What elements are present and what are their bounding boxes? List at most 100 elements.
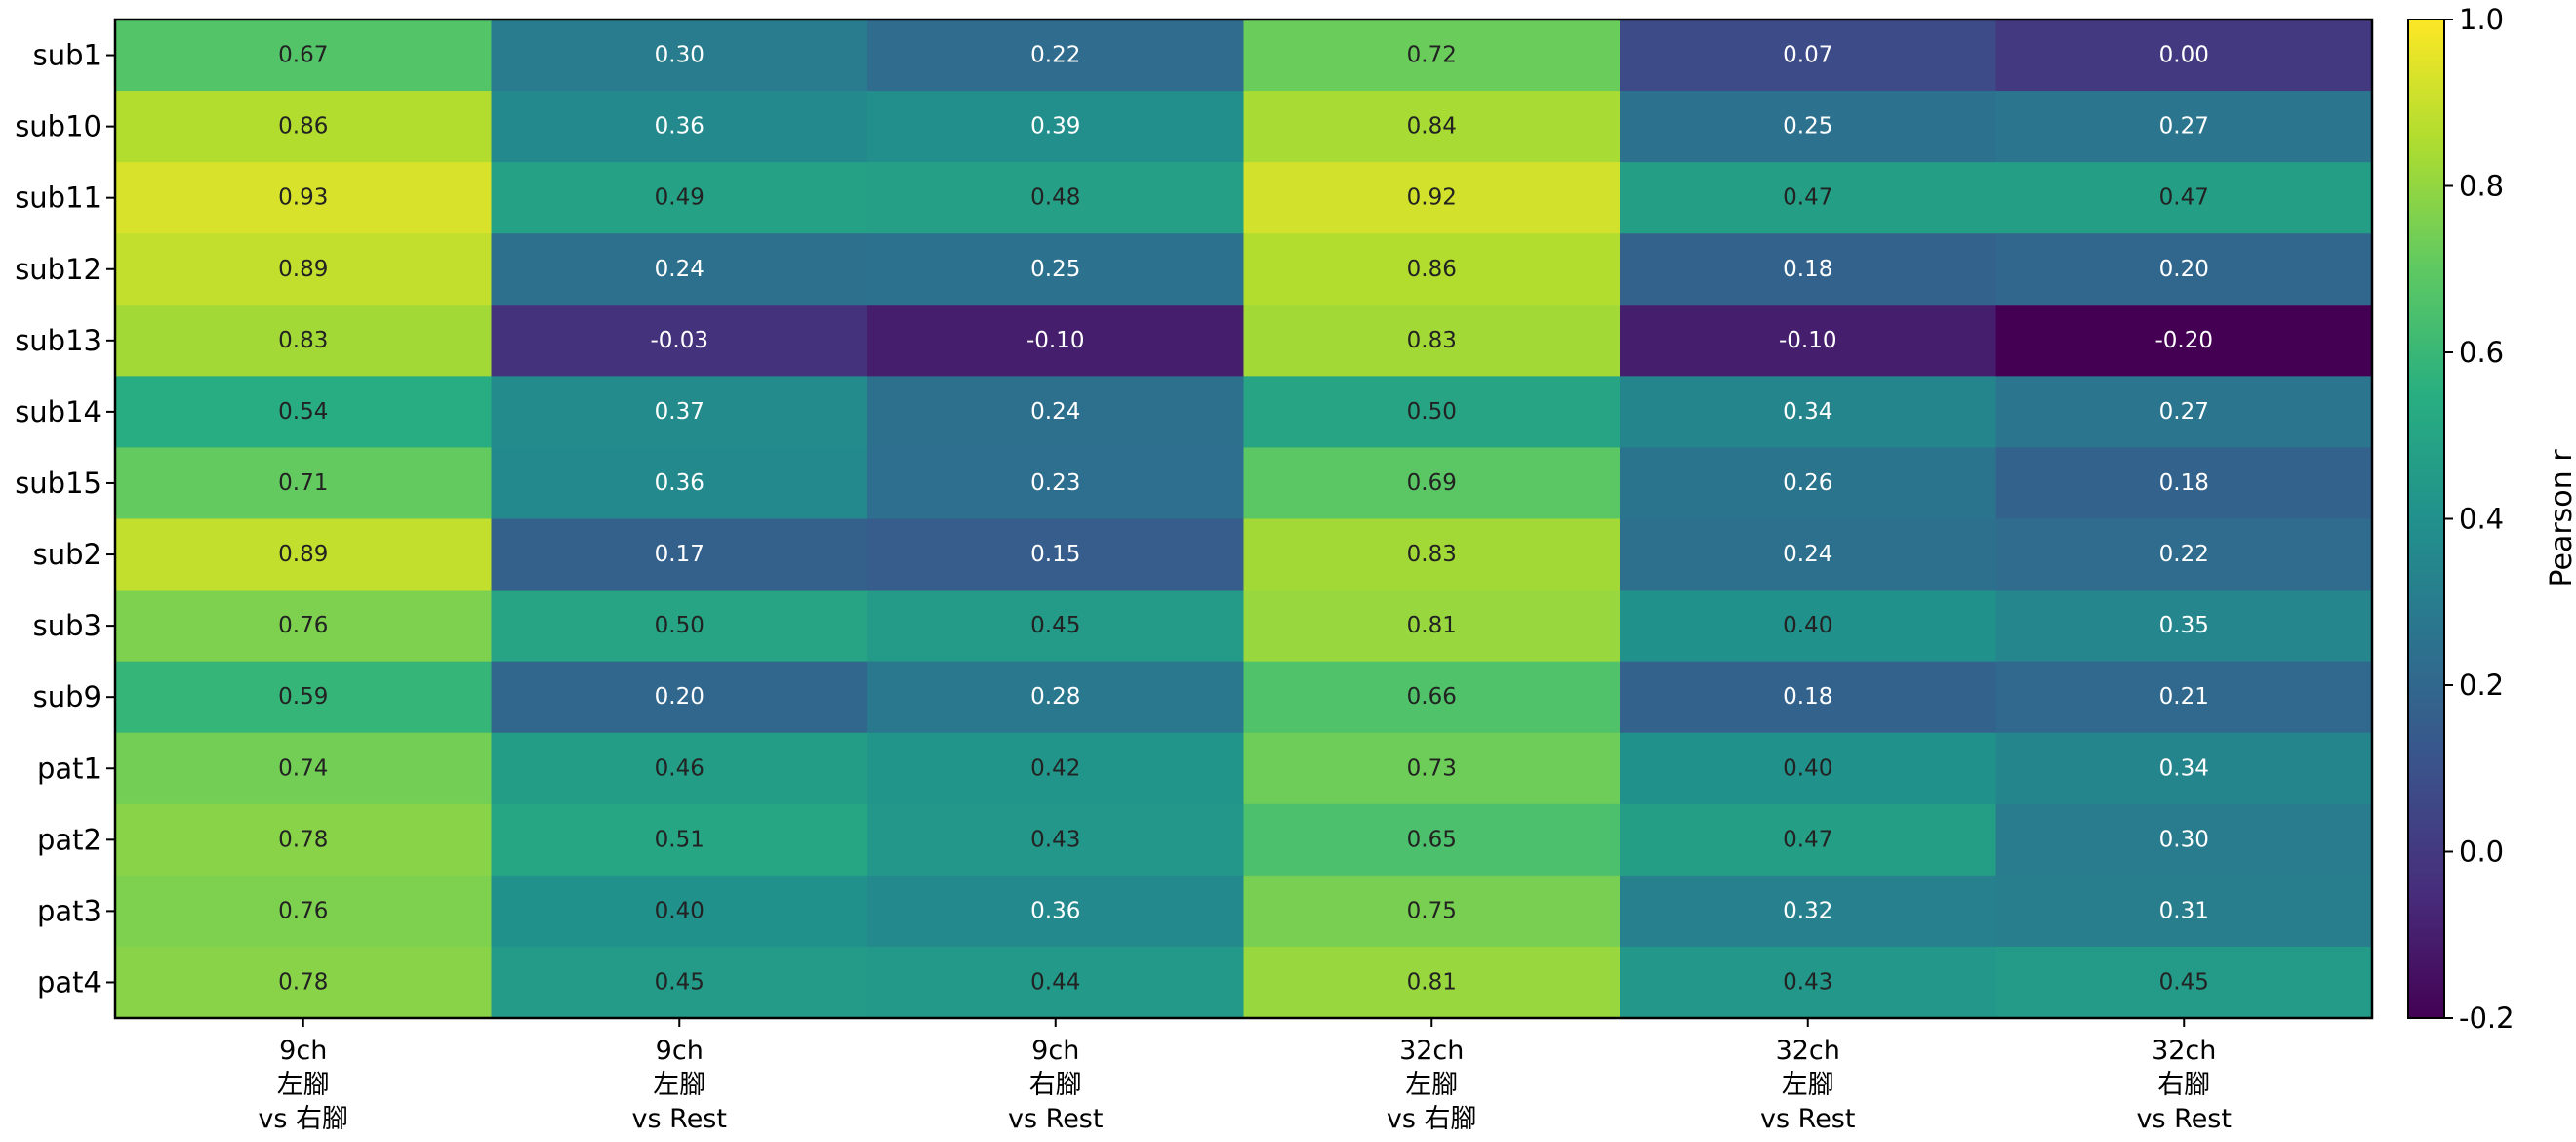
heatmap-cell	[1995, 590, 2373, 663]
column-label-line: vs 右腳	[258, 1104, 348, 1134]
heatmap-cell	[115, 518, 492, 591]
heatmap-cell	[115, 162, 492, 234]
column-label-line: vs Rest	[1008, 1104, 1103, 1134]
heatmap-cell	[1995, 20, 2373, 92]
column-label-line: 右腳	[1029, 1070, 1082, 1100]
heatmap-cell	[1995, 661, 2373, 734]
heatmap-cell	[1620, 590, 1996, 663]
heatmap-cell	[1620, 661, 1996, 734]
heatmap-cell	[491, 803, 868, 877]
cell-value-label: 0.45	[655, 969, 704, 995]
heatmap-cell	[115, 305, 492, 377]
colorbar-tick-label: 0.2	[2459, 669, 2504, 702]
cell-value-label: 0.73	[1407, 755, 1457, 781]
heatmap-cell	[115, 946, 492, 1019]
cell-value-label: 0.22	[1030, 43, 1080, 68]
cell-value-label: 0.24	[1783, 542, 1832, 567]
heatmap-cell	[115, 20, 492, 92]
heatmap-cell	[1620, 447, 1996, 519]
heatmap-cell	[867, 803, 1244, 877]
column-label-line: 9ch	[279, 1036, 327, 1066]
cell-value-label: 0.44	[1030, 969, 1080, 995]
cell-value-label: 0.81	[1407, 613, 1457, 638]
heatmap-cell	[1995, 162, 2373, 234]
heatmap-cell	[115, 732, 492, 805]
cell-value-label: 0.24	[655, 257, 704, 282]
heatmap-cell	[1995, 732, 2373, 805]
heatmap-cell	[1620, 305, 1996, 377]
heatmap-cell	[491, 946, 868, 1019]
heatmap-cell	[867, 91, 1244, 163]
heatmap-cell	[1243, 875, 1621, 948]
cell-value-label: 0.59	[278, 684, 328, 710]
heatmap-cell	[491, 590, 868, 663]
cell-value-label: 0.31	[2159, 898, 2209, 923]
heatmap-cell	[1243, 91, 1621, 163]
heatmap-cell	[1243, 447, 1621, 519]
cell-value-label: 0.07	[1783, 43, 1832, 68]
heatmap-cell	[1620, 20, 1996, 92]
heatmap-cell	[1620, 803, 1996, 877]
cell-value-label: 0.51	[655, 827, 704, 852]
heatmap-cell	[1243, 376, 1621, 448]
cell-value-label: 0.83	[1407, 328, 1457, 353]
cell-value-label: 0.40	[655, 898, 704, 923]
row-label: sub12	[15, 253, 101, 286]
colorbar-tick-label: 0.4	[2459, 503, 2504, 536]
plot-frame	[113, 18, 2374, 1020]
cell-value-label: 0.78	[278, 827, 328, 852]
heatmap-cell	[1995, 91, 2373, 163]
row-label: sub11	[15, 182, 101, 215]
heatmap-cell	[867, 590, 1244, 663]
cell-value-label: 0.27	[2159, 114, 2209, 140]
column-label-line: 9ch	[1031, 1036, 1079, 1066]
heatmap-cell	[491, 661, 868, 734]
heatmap-cell	[1243, 946, 1621, 1019]
cell-value-label: 0.21	[2159, 684, 2209, 710]
cell-value-label: 0.46	[655, 755, 704, 781]
cell-value-label: 0.75	[1407, 898, 1457, 923]
cell-value-label: 0.89	[278, 257, 328, 282]
column-label-line: 右腳	[2157, 1070, 2210, 1100]
cell-value-label: -0.10	[1026, 328, 1085, 353]
heatmap-cell	[491, 20, 868, 92]
cell-value-label: 0.27	[2159, 399, 2209, 425]
cell-value-label: 0.15	[1030, 542, 1080, 567]
row-label: sub14	[15, 395, 101, 428]
cell-value-label: -0.10	[1779, 328, 1837, 353]
heatmap-cell	[1243, 305, 1621, 377]
cell-value-label: 0.40	[1783, 613, 1832, 638]
row-label: sub9	[33, 680, 101, 714]
column-label-line: 左腳	[1782, 1070, 1834, 1100]
heatmap-cell	[867, 233, 1244, 306]
cell-value-label: 0.50	[1407, 399, 1457, 425]
cell-value-label: 0.67	[278, 43, 328, 68]
cell-value-label: 0.89	[278, 542, 328, 567]
heatmap-cell	[491, 875, 868, 948]
heatmap-cell	[1620, 946, 1996, 1019]
row-label: sub2	[33, 538, 101, 571]
cell-value-label: 0.25	[1030, 257, 1080, 282]
column-labels: 9ch 左腳 vs 右腳 9ch 左腳 vs Rest 9ch 右腳 vs Rest 32ch 左腳…	[258, 1018, 2232, 1134]
heatmap-cell	[1620, 233, 1996, 306]
cell-value-label: 0.22	[2159, 542, 2209, 567]
cell-value-label: 0.45	[2159, 969, 2209, 995]
cell-value-label: 0.32	[1783, 898, 1832, 923]
cell-value-label: 0.54	[278, 399, 328, 425]
column-label-line: 左腳	[277, 1070, 330, 1100]
cell-value-label: 0.20	[655, 684, 704, 710]
cell-value-label: 0.25	[1783, 114, 1832, 140]
row-label: sub13	[15, 324, 101, 357]
cell-value-label: 0.48	[1030, 185, 1080, 211]
cell-value-label: 0.69	[1407, 470, 1457, 496]
cell-value-label: 0.65	[1407, 827, 1457, 852]
heatmap-cell	[1243, 661, 1621, 734]
cell-value-label: 0.49	[655, 185, 704, 211]
row-label: sub15	[15, 467, 101, 500]
colorbar-tick-label: 0.8	[2459, 170, 2504, 203]
column-label-line: 32ch	[1399, 1036, 1464, 1066]
colorbar-ticks: -0.2 0.0 0.2 0.4 0.6 0.8 1.0	[2444, 3, 2515, 1035]
column-label-line: 32ch	[1776, 1036, 1840, 1066]
row-label: pat1	[37, 752, 101, 785]
